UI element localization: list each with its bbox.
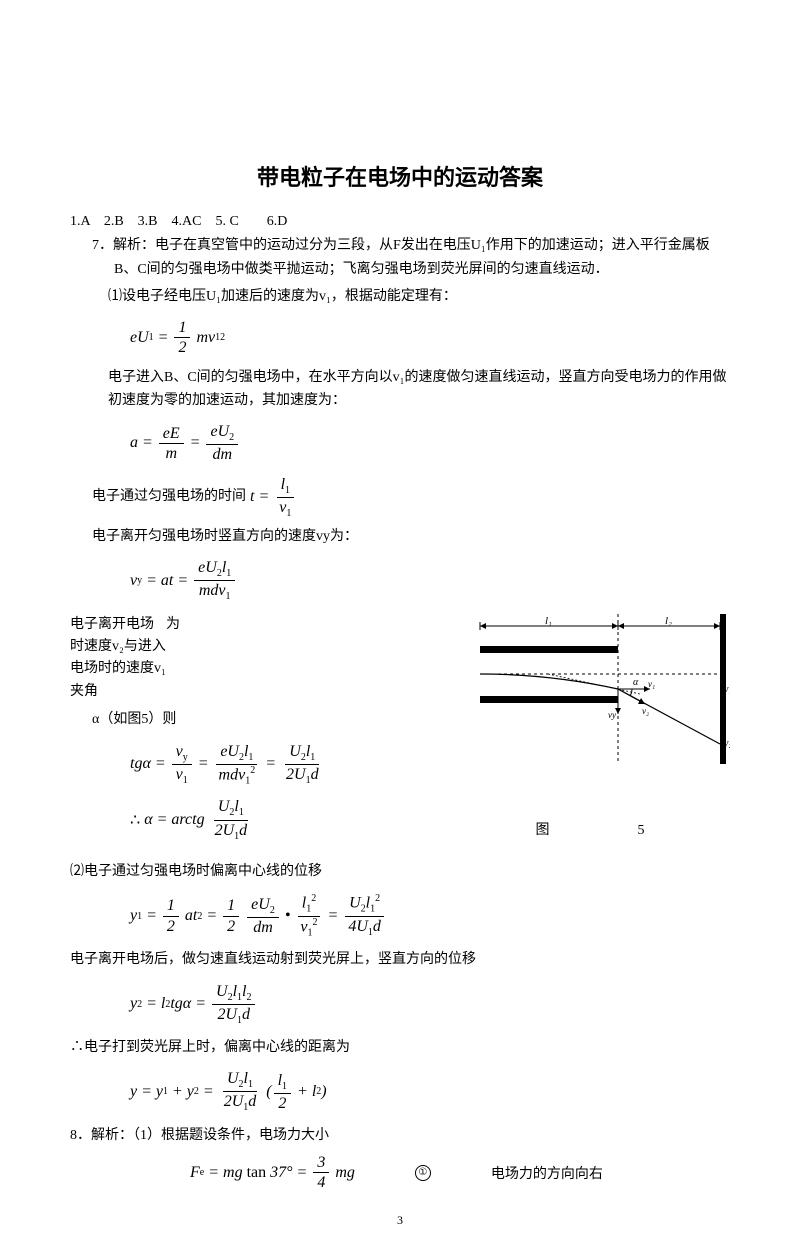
title: 带电粒子在电场中的运动答案 [70,160,730,192]
svg-text:v₁: v₁ [648,679,655,689]
svg-text:v₂: v₂ [642,706,649,716]
formula-a: a = eEm = eU2dm [130,422,730,464]
formula-vy: vy = at = eU2l1mdv1 [130,558,730,603]
q7-p5b: 为 [166,614,180,704]
q8-head: 8．解析：（1）根据题设条件，电场力大小 [70,1125,730,1147]
q7-p4: 电子离开匀强电场时竖直方向的速度vy为： [92,526,730,548]
q7-p8: ∴电子打到荧光屏上时，偏离中心线的距离为 [70,1037,730,1059]
fig-caption: 图 5 [470,819,730,839]
svg-text:l₂: l₂ [665,615,672,627]
page-number: 3 [0,1213,800,1228]
formula-y2: y2 = l2tgα = U2l1l22U1d [130,982,730,1027]
svg-text:y₂: y₂ [723,738,730,749]
svg-text:vy: vy [608,710,616,720]
formula-tga: tgα = vyv1 = eU2l1mdv12 = U2l12U1d [130,742,460,788]
svg-text:α: α [633,677,639,688]
q7-p7: 电子离开电场后，做匀速直线运动射到荧光屏上，竖直方向的位移 [70,949,730,971]
diagram-svg: l₁ l₂ α v₁ v₂ vy [470,614,730,764]
q8-eq1-row: Fe = mg tan 37° = 34 mg ① 电场力的方向向右 [190,1153,730,1192]
q7-p5a: 电子离开电场时速度v₂与进入电场时的速度v₁夹角 [70,614,166,704]
svg-text:y₁: y₁ [723,684,730,695]
q8-right-text: 电场力的方向向右 [491,1163,603,1183]
figure-5: l₁ l₂ α v₁ v₂ vy [470,614,730,839]
q7-head: 7．解析：电子在真空管中的运动过分为三段，从F发出在电压U₁作用下的加速运动；进… [70,234,730,282]
marker-1: ① [415,1165,431,1181]
q7-p6: ⑵电子通过匀强电场时偏离中心线的位移 [70,861,730,883]
q7-p3: 电子通过匀强电场的时间 [92,486,246,508]
svg-text:l₁: l₁ [545,615,552,627]
formula-y1: y1 = 12 at2 = 12 eU2dm • l12v12 = U2l124… [130,893,730,939]
answers-line: 1.A 2.B 3.B 4.AC 5. C 6.D [70,210,730,230]
formula-alpha: ∴ α = arctg U2l12U1d [130,797,460,842]
formula-eU1: eU1 = 12 mv12 [130,318,730,357]
q7-p2: 电子进入B、C间的匀强电场中，在水平方向以v₁的速度做匀速直线运动，竖直方向受电… [70,367,730,412]
q7-p3-wrap: 电子通过匀强电场的时间 t = l1v1 [92,475,730,520]
page: 带电粒子在电场中的运动答案 1.A 2.B 3.B 4.AC 5. C 6.D … [0,0,800,1238]
q7-p5-row: 电子离开电场时速度v₂与进入电场时的速度v₁夹角 为 [70,614,460,704]
q7-p1: ⑴设电子经电压U₁加速后的速度为v₁，根据动能定理有： [70,286,730,308]
formula-y: y = y1 + y2 = U2l12U1d ( l12 + l2) [130,1069,730,1114]
